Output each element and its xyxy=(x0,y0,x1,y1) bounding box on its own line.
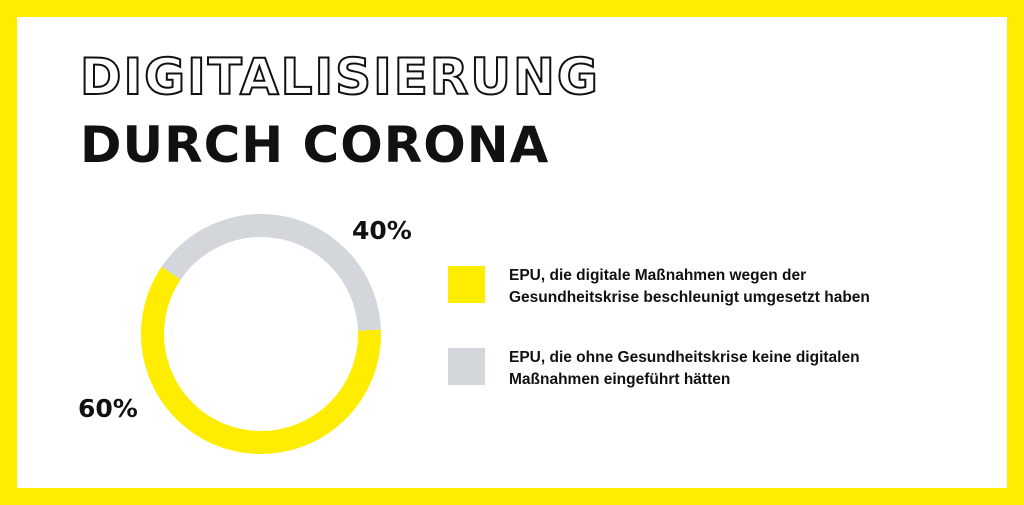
legend-label-line: EPU, die digitale Maßnahmen wegen der xyxy=(509,267,807,284)
data-label-60: 60% xyxy=(78,394,138,423)
legend-label-line: Gesundheitskrise beschleunigt umgesetzt … xyxy=(509,289,870,306)
legend-swatch-gray xyxy=(448,348,485,385)
legend-label-line: EPU, die ohne Gesundheitskrise keine dig… xyxy=(509,349,860,366)
legend-label-line: Maßnahmen eingeführt hätten xyxy=(509,371,731,388)
title-line-outline: DIGITALISIERUNG xyxy=(79,48,600,106)
donut-slice-60pct xyxy=(141,266,381,454)
legend-swatch-yellow xyxy=(448,266,485,303)
donut-slice-40pct xyxy=(161,214,381,331)
data-label-40: 40% xyxy=(352,216,412,245)
title-line-solid: DURCH CORONA xyxy=(80,116,550,174)
legend-label: EPU, die ohne Gesundheitskrise keine dig… xyxy=(509,347,989,391)
legend-label: EPU, die digitale Maßnahmen wegen der Ge… xyxy=(509,265,989,309)
